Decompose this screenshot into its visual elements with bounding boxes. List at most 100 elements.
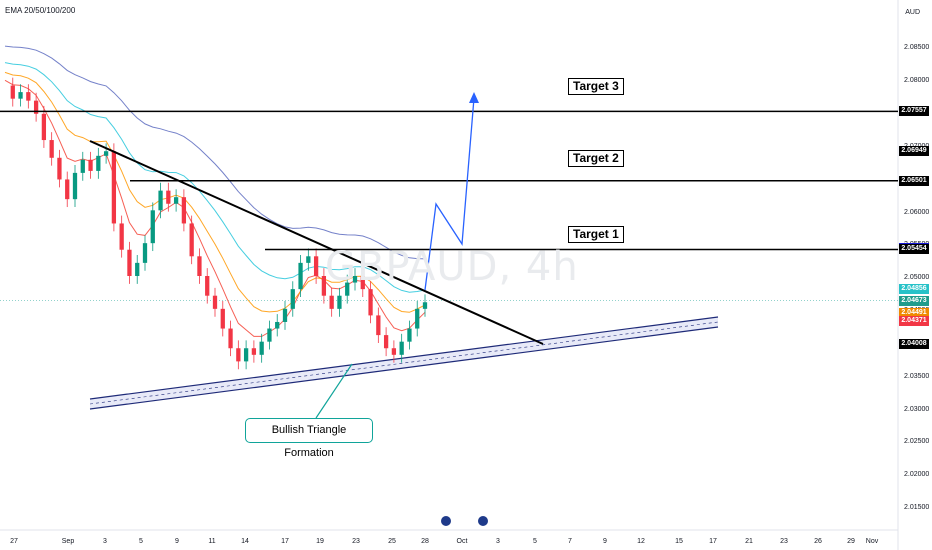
price-tick-label: 2.06000 — [904, 208, 930, 216]
candle-body — [275, 321, 280, 329]
ema-100-line — [4, 62, 426, 293]
candle-body — [329, 295, 334, 309]
candle-body — [181, 197, 187, 224]
price-tick-label: 2.02500 — [904, 438, 930, 446]
time-tick-label: Nov — [865, 538, 879, 545]
candle — [368, 281, 373, 324]
candle-body — [57, 157, 62, 180]
ema-200-line — [4, 45, 426, 260]
candle-body — [18, 92, 23, 99]
candle — [189, 215, 194, 265]
drawings — [0, 92, 898, 419]
candle — [345, 274, 350, 304]
candle-body — [243, 348, 249, 362]
candle-body — [376, 315, 381, 336]
target-3-label[interactable]: Target 3 — [568, 78, 624, 95]
time-tick-label: 5 — [533, 538, 537, 545]
candle-body — [33, 100, 39, 114]
price-tick-label: 2.05000 — [904, 274, 930, 282]
candle — [88, 151, 93, 179]
candle — [383, 327, 389, 357]
time-tick-label: 23 — [780, 538, 788, 545]
time-tick-label: 23 — [352, 538, 360, 545]
candle — [65, 171, 70, 208]
support-channel — [89, 316, 719, 410]
price-level-tag: 2.04856 — [899, 283, 929, 294]
descending-trendline — [89, 140, 544, 345]
projection-path — [424, 97, 475, 291]
projection-arrowhead — [469, 92, 479, 103]
time-tick-label: 7 — [568, 538, 572, 545]
candle-body — [251, 348, 257, 355]
candle — [127, 241, 132, 284]
target-2-label[interactable]: Target 2 — [568, 150, 624, 167]
candle-body — [173, 197, 179, 204]
candle-body — [205, 276, 210, 296]
candle-body — [166, 190, 171, 204]
price-level-tag: 2.06501 — [899, 175, 929, 186]
candle — [220, 300, 225, 337]
candle — [337, 287, 342, 317]
time-tick-label: 11 — [208, 538, 216, 545]
candle-body — [259, 341, 264, 355]
candle — [298, 254, 303, 298]
candle — [72, 165, 78, 208]
candle — [290, 281, 295, 317]
callout-connector — [315, 363, 353, 419]
target-1-label[interactable]: Target 1 — [568, 226, 624, 243]
currency-label: AUD — [905, 9, 920, 16]
candle — [352, 268, 358, 291]
indicator-label[interactable]: EMA 20/50/100/200 — [5, 6, 76, 15]
candle — [407, 320, 412, 350]
candle — [111, 143, 117, 232]
support-channel-upper — [89, 316, 719, 400]
candle — [49, 132, 54, 166]
time-tick-label: Sep — [61, 538, 75, 545]
time-tick-label: 3 — [103, 538, 107, 545]
time-tick-label: 17 — [281, 538, 289, 545]
time-tick-label: 25 — [388, 538, 396, 545]
candle-body — [80, 159, 85, 173]
candle-body — [41, 113, 47, 141]
candle — [119, 215, 124, 258]
candle — [376, 307, 381, 343]
price-level-tag: 2.04371 — [899, 315, 929, 326]
time-tick-label: 14 — [241, 538, 249, 545]
candle — [205, 268, 210, 304]
time-tick-label: 17 — [709, 538, 717, 545]
candle-body — [298, 262, 303, 290]
time-tick-label: 26 — [814, 538, 822, 545]
candle-body — [282, 308, 288, 322]
candle-body — [158, 190, 163, 211]
candle — [33, 92, 39, 122]
candle-body — [150, 210, 155, 244]
candle — [422, 294, 428, 317]
economic-event-icon[interactable] — [477, 515, 489, 527]
candle — [236, 340, 241, 370]
candle — [135, 254, 140, 284]
triangle-callout-label[interactable]: Bullish Triangle Formation — [245, 418, 373, 459]
candle-body — [103, 151, 109, 156]
candle-body — [313, 256, 319, 276]
candle-body — [290, 289, 295, 309]
candle — [267, 320, 272, 350]
candle-body — [306, 256, 311, 263]
candle-body — [236, 348, 241, 362]
economic-event-icon[interactable] — [440, 515, 452, 527]
candle — [41, 105, 47, 148]
candle — [158, 182, 163, 219]
candle-body — [383, 335, 389, 349]
candle-body — [212, 295, 218, 309]
price-level-tag: 2.04673 — [899, 295, 929, 306]
candle-body — [228, 328, 233, 349]
time-tick-label: 21 — [745, 538, 753, 545]
candle — [306, 248, 311, 271]
candle — [142, 235, 148, 271]
candle-body — [49, 140, 54, 158]
candles — [10, 77, 428, 370]
candle — [173, 189, 179, 212]
price-level-tag: 2.07557 — [899, 106, 929, 117]
candle — [10, 77, 15, 107]
support-channel-fill — [90, 317, 718, 409]
